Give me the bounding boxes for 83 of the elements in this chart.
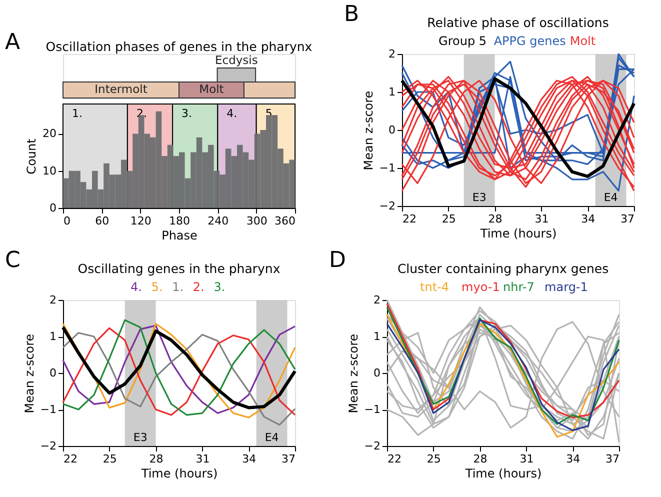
- x-tick-label: 22: [388, 452, 402, 466]
- text: D: [329, 248, 346, 273]
- x-tick-label: 22: [402, 212, 416, 226]
- x-tick-label: 34: [242, 452, 256, 466]
- text: 5.: [151, 280, 163, 294]
- x-axis-title: Time (hours): [140, 466, 218, 480]
- chart-title: Relative phase of oscillations: [427, 15, 609, 30]
- chart-title: Cluster containing pharynx genes: [397, 261, 609, 276]
- x-tick-label: 22: [64, 452, 78, 466]
- x-tick-label: 25: [102, 452, 117, 466]
- x-tick-label: 300: [246, 214, 268, 228]
- text: Molt: [199, 82, 224, 96]
- x-tick-label: 25: [442, 212, 456, 226]
- y-tick-label: 2: [374, 294, 380, 306]
- text: Molt: [570, 34, 596, 48]
- y-tick-label: −2: [364, 440, 380, 452]
- text: Oscillation phases of genes in the pharynx: [46, 39, 312, 54]
- text: 4.: [130, 280, 142, 294]
- y-axis-title: Count: [24, 138, 39, 174]
- x-tick-label: 240: [208, 214, 229, 228]
- text: 3.: [214, 280, 226, 294]
- y-axis-title: Mean z-score: [361, 90, 376, 170]
- y-tick-label: 1: [388, 86, 396, 98]
- band-label: 4.: [226, 107, 238, 120]
- x-tick-label: 180: [169, 214, 190, 228]
- x-axis-title: Time (hours): [479, 226, 557, 240]
- x-tick-label: 31: [534, 212, 549, 226]
- band-label: E3: [472, 191, 486, 204]
- band-label: 2.: [136, 107, 147, 120]
- text: Ecdysis: [214, 53, 258, 67]
- y-tick-label: 2: [388, 48, 396, 60]
- x-tick-label: 60: [95, 214, 110, 228]
- text: A: [5, 30, 20, 55]
- y-tick-label: −1: [40, 403, 56, 416]
- y-tick-label: 0: [50, 366, 56, 380]
- x-tick-label: 37: [282, 452, 296, 466]
- x-tick-label: 28: [473, 452, 488, 466]
- band-label: E3: [133, 431, 148, 444]
- y-tick-label: 0: [388, 124, 396, 136]
- text: Group 5: [438, 34, 487, 48]
- band-label: E4: [604, 191, 618, 204]
- text: tnt-4: [420, 280, 450, 294]
- band-label: 5.: [265, 107, 276, 120]
- x-tick-label: 31: [196, 452, 210, 466]
- y-tick-label: 10: [42, 164, 56, 178]
- y-tick-label: 1: [374, 330, 380, 343]
- x-tick-label: 360: [274, 214, 296, 228]
- x-tick-label: 37: [606, 452, 620, 466]
- y-tick-label: −2: [40, 440, 56, 452]
- y-axis-title: Mean z-score: [346, 334, 360, 414]
- y-axis-title: Mean z-score: [22, 334, 36, 414]
- x-axis-title: Phase: [162, 228, 198, 242]
- y-tick-label: −1: [379, 162, 396, 174]
- y-tick-label: 0: [374, 366, 380, 380]
- y-tick-label: 1: [50, 330, 56, 343]
- text: B: [344, 2, 360, 27]
- x-tick-label: 28: [149, 452, 164, 466]
- x-tick-label: 120: [130, 214, 152, 228]
- text: Intermolt: [94, 82, 148, 96]
- y-tick-label: 0: [50, 202, 56, 214]
- y-tick-label: −2: [379, 200, 396, 212]
- text: myo-1: [462, 280, 500, 294]
- text: marg-1: [544, 280, 588, 294]
- x-tick-label: 0: [64, 214, 70, 228]
- x-tick-label: 25: [426, 452, 441, 466]
- x-tick-label: 34: [581, 212, 596, 226]
- y-tick-label: −1: [364, 403, 380, 416]
- text: APPG genes: [494, 34, 566, 48]
- text: C: [5, 248, 20, 273]
- x-tick-label: 37: [620, 212, 634, 226]
- text: 1.: [172, 280, 184, 294]
- text: nhr-7: [503, 280, 534, 294]
- y-tick-label: 20: [42, 127, 56, 140]
- x-axis-title: Time (hours): [464, 466, 542, 480]
- text: 2.: [192, 280, 204, 294]
- chart-title: Oscillating genes in the pharynx: [78, 261, 280, 276]
- x-tick-label: 31: [520, 452, 534, 466]
- y-tick-label: 2: [50, 294, 56, 306]
- band-label: 3.: [182, 107, 192, 120]
- x-tick-label: 34: [566, 452, 580, 466]
- x-tick-label: 28: [488, 212, 502, 226]
- band-label: E4: [264, 431, 279, 444]
- band-label: 1.: [72, 107, 82, 120]
